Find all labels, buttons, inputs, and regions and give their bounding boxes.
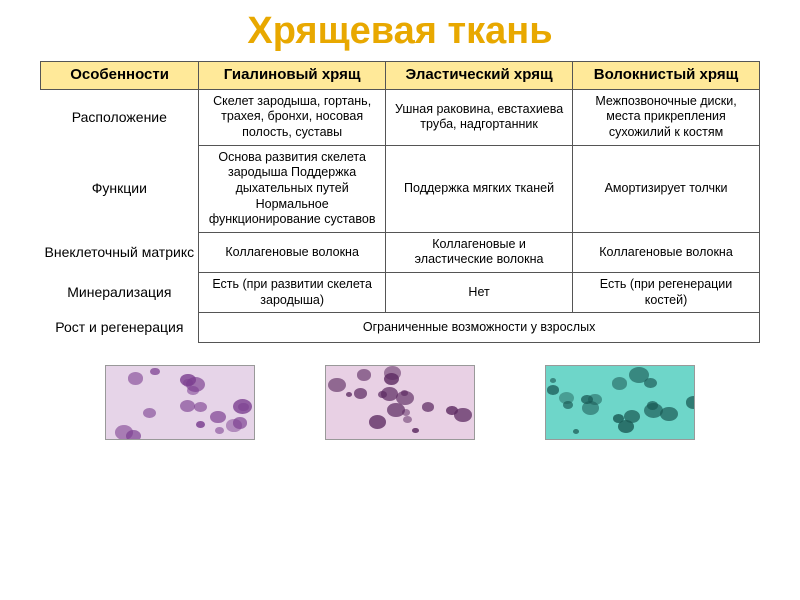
slide-title: Хрящевая ткань: [40, 10, 760, 53]
micrograph-elastic: [325, 365, 475, 440]
micrograph-row: [40, 365, 760, 440]
row-label-functions: Функции: [41, 145, 199, 232]
col-header-fibrous: Волокнистый хрящ: [573, 62, 760, 90]
cell-functions-fibrous: Амортизирует толчки: [573, 145, 760, 232]
cell-functions-hyaline: Основа развития скелета зародыша Поддерж…: [199, 145, 386, 232]
col-header-features: Особенности: [41, 62, 199, 90]
cell-mineral-fibrous: Есть (при регенерации костей): [573, 273, 760, 313]
col-header-elastic: Эластический хрящ: [386, 62, 573, 90]
cell-mineral-hyaline: Есть (при развитии скелета зародыша): [199, 273, 386, 313]
cell-matrix-elastic: Коллагеновые и эластические волокна: [386, 232, 573, 272]
row-label-matrix: Внеклеточный матрикс: [41, 232, 199, 272]
micrograph-fibrous: [545, 365, 695, 440]
cell-mineral-elastic: Нет: [386, 273, 573, 313]
row-label-growth: Рост и регенерация: [41, 313, 199, 343]
comparison-table: Особенности Гиалиновый хрящ Эластический…: [40, 61, 760, 343]
col-header-hyaline: Гиалиновый хрящ: [199, 62, 386, 90]
cell-functions-elastic: Поддержка мягких тканей: [386, 145, 573, 232]
cell-matrix-hyaline: Коллагеновые волокна: [199, 232, 386, 272]
cell-location-hyaline: Скелет зародыша, гортань, трахея, бронхи…: [199, 89, 386, 145]
micrograph-hyaline: [105, 365, 255, 440]
row-label-location: Расположение: [41, 89, 199, 145]
row-label-mineral: Минерализация: [41, 273, 199, 313]
cell-location-elastic: Ушная раковина, евстахиева труба, надгор…: [386, 89, 573, 145]
cell-location-fibrous: Межпозвоночные диски, места прикрепления…: [573, 89, 760, 145]
cell-matrix-fibrous: Коллагеновые волокна: [573, 232, 760, 272]
cell-growth-merged: Ограниченные возможности у взрослых: [199, 313, 760, 343]
